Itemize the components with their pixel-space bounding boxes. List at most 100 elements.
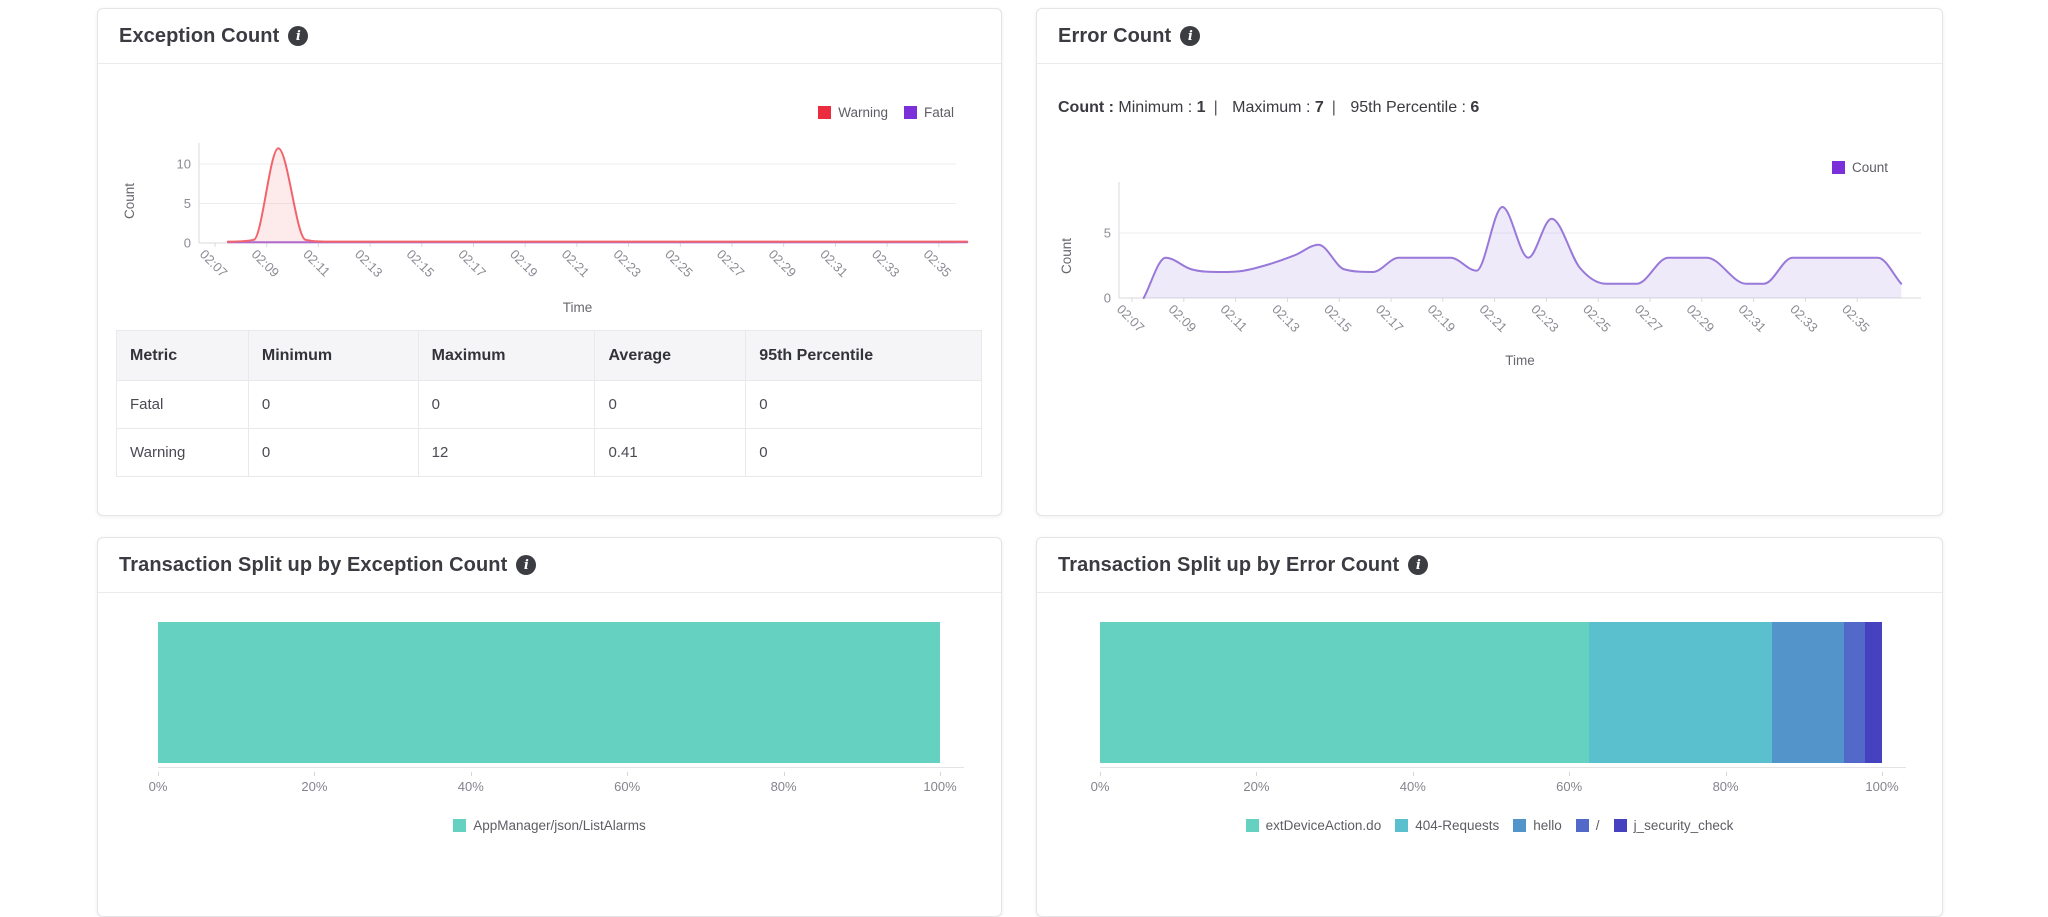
table-cell: 0 [745,380,982,429]
table-body: Fatal 0 0 0 0 Warning 0 12 0.41 0 [116,380,982,477]
table-cell: Fatal [116,380,249,429]
x-tick-label: 02:13 [352,247,386,281]
bar-segment--[interactable] [1844,622,1865,763]
stats-metric-value: 7 [1314,99,1324,116]
bar-axis-ticks: 0% 20% 40% 60% 80% 100% [1091,772,1899,796]
error-count-header: Error Count i [1037,9,1942,64]
bar-tick-label: 20% [1243,779,1270,794]
legend-item-warning[interactable]: Warning [818,105,888,120]
error-count-panel: Error Count i Count : Minimum : 1 | Maxim… [1036,8,1943,516]
legend-item-extdeviceaction-do[interactable]: extDeviceAction.do [1245,818,1382,833]
stacked-bar[interactable] [158,622,940,763]
txn-split-error-legend: extDeviceAction.do 404-Requests hello / j_se… [1037,818,1942,833]
error-count-chart[interactable]: 0 5 02:07 02:09 02:11 02:13 02:15 02:17 02:19 02:… [1037,144,1944,394]
legend-label: j_security_check [1633,818,1734,833]
x-axis-label: Time [1505,353,1535,368]
bar-tick [158,772,159,776]
x-tick-label: 02:23 [1528,302,1562,336]
x-tick-label: 02:09 [1166,302,1200,336]
bar-axis-ticks: 0% 20% 40% 60% 80% 100% [149,772,957,796]
txn-split-exception-legend: AppManager/json/ListAlarms [98,818,1001,833]
bar-tick [783,772,785,776]
txn-split-exception-panel: Transaction Split up by Exception Count … [97,537,1002,917]
legend-swatch [818,106,832,119]
x-tick-label: 02:33 [869,247,903,281]
txn-split-error-header: Transaction Split up by Error Count i [1037,538,1942,593]
table-header-cell: 95th Percentile [745,330,982,381]
bar-segment-extdeviceaction-do[interactable] [1100,622,1589,763]
stats-separator: | [1331,99,1336,116]
info-icon[interactable]: i [516,555,537,575]
bar-tick-label: 60% [1556,779,1583,794]
bar-axis-line [1100,767,1906,768]
bar-segment-hello[interactable] [1771,622,1845,763]
stats-separator: | [1213,99,1218,116]
bar-tick-label: 60% [614,779,641,794]
stats-metric-label: Maximum : [1227,99,1315,116]
bar-tick-label: 80% [1712,779,1739,794]
legend-label: Count [1851,160,1888,175]
x-tick-label: 02:11 [300,247,333,280]
bar-tick [470,772,472,776]
bar-segment-404-requests[interactable] [1588,622,1772,763]
table-header-cell: Metric [116,330,249,381]
legend-item-count[interactable]: Count [1831,160,1888,175]
legend-item-appmanager-json-listalarms[interactable]: AppManager/json/ListAlarms [453,818,646,833]
table-cell: 0.41 [594,428,747,477]
x-tick-label: 02:21 [1476,302,1510,336]
legend-label: extDeviceAction.do [1265,818,1382,833]
legend-label: Warning [838,105,888,120]
table-row: Warning 0 12 0.41 0 [116,428,982,477]
exception-summary-table: Metric Minimum Maximum Average 95th Percenti… [116,330,982,477]
legend-swatch [1395,819,1409,832]
bar-segment-appmanager-json-listalarms[interactable] [158,622,940,763]
info-icon[interactable]: i [288,26,309,46]
bar-tick [1256,772,1258,776]
exception-count-legend: Warning Fatal [818,105,954,120]
bar-segment-j-security-check[interactable] [1864,622,1882,763]
info-icon[interactable]: i [1180,26,1201,46]
series-line-count [1142,205,1903,299]
x-tick-label: 02:29 [766,247,800,281]
bar-tick-label: 40% [1399,779,1426,794]
stacked-bar[interactable] [1100,622,1882,763]
y-axis-label: Count [1059,238,1074,274]
legend-item-fatal[interactable]: Fatal [903,105,954,120]
legend-swatch [903,106,917,119]
bar-tick [1882,772,1883,776]
bar-tick [314,772,316,776]
legend-item--[interactable]: / [1575,818,1600,833]
x-tick-label: 02:29 [1684,302,1718,336]
table-cell: 0 [745,428,982,477]
x-tick-label: 02:07 [197,247,231,281]
table-cell: 0 [594,380,747,429]
x-tick-label: 02:11 [1217,302,1250,335]
bar-tick-label: 80% [770,779,797,794]
x-tick-label: 02:09 [249,247,283,281]
panel-title: Exception Count [119,24,280,47]
panel-title: Error Count [1058,24,1172,47]
bar-tick [627,772,629,776]
bar-tick [1100,772,1101,776]
x-tick-label: 02:15 [404,247,438,281]
legend-item-hello[interactable]: hello [1513,818,1562,833]
stats-metric-value: 6 [1470,99,1480,116]
txn-split-exception-header: Transaction Split up by Exception Count … [98,538,1001,593]
legend-label: / [1595,818,1600,833]
panel-title: Transaction Split up by Error Count [1058,553,1400,576]
panel-title: Transaction Split up by Exception Count [119,553,508,576]
y-tick-label: 10 [177,157,191,172]
table-cell: 0 [417,380,596,429]
x-tick-label: 02:31 [1735,302,1769,336]
table-head: Metric Minimum Maximum Average 95th Percenti… [116,330,982,381]
table-header-row: Metric Minimum Maximum Average 95th Percenti… [116,330,982,381]
info-icon[interactable]: i [1408,555,1429,575]
x-tick-label: 02:23 [610,247,644,281]
x-tick-label: 02:17 [455,247,489,281]
y-tick-label: 0 [1104,291,1111,306]
legend-item-j-security-check[interactable]: j_security_check [1613,818,1734,833]
exception-count-chart[interactable]: 0 5 10 02:07 02:09 02:11 02:13 02:15 02:17 02:19 0… [98,87,1003,332]
y-tick-label: 0 [184,236,191,251]
legend-item-404-requests[interactable]: 404-Requests [1395,818,1499,833]
series-area-warning [227,148,968,243]
